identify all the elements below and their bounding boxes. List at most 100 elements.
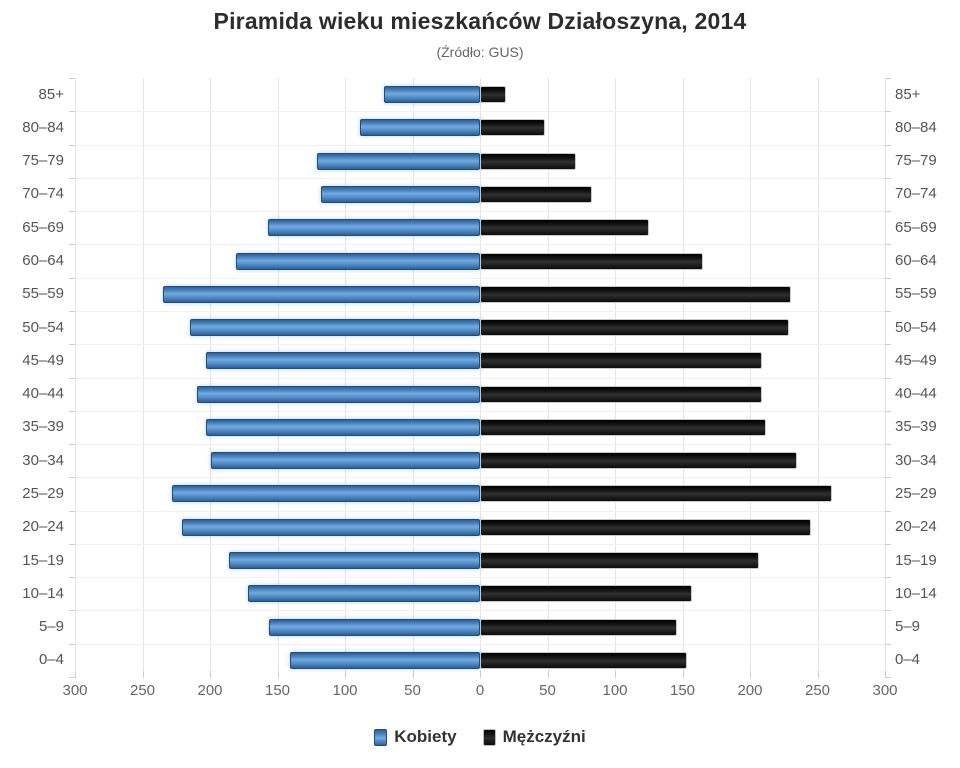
category-label-right: 25–29 xyxy=(895,484,937,502)
row-separator-line xyxy=(75,344,885,346)
category-label-right: 35–39 xyxy=(895,418,937,436)
x-axis-tick xyxy=(750,671,751,678)
left-axis-tick xyxy=(69,144,75,146)
right-axis-tick xyxy=(885,444,891,446)
category-label-left: 5–9 xyxy=(38,618,64,636)
category-label-left: 65–69 xyxy=(22,218,64,236)
bar-kobiety-25-29 xyxy=(172,485,480,503)
category-label-left: 50–54 xyxy=(22,318,64,336)
x-axis-tick xyxy=(682,671,684,678)
category-label-right: 15–19 xyxy=(895,551,937,569)
right-axis-tick xyxy=(885,477,891,479)
bar-m-czy-ni-60-64 xyxy=(480,252,703,270)
x-axis-tick xyxy=(547,671,549,678)
category-label-right: 20–24 xyxy=(895,518,937,536)
row-separator-line xyxy=(75,111,885,113)
legend-swatch-kobiety xyxy=(374,728,388,746)
row-separator-line xyxy=(75,444,885,446)
bar-kobiety-15-19 xyxy=(228,552,480,570)
legend-item-m-czy-ni[interactable]: Mężczyźni xyxy=(482,727,586,747)
x-axis-tick xyxy=(345,671,346,678)
left-axis-tick xyxy=(69,211,75,213)
right-axis-tick xyxy=(885,244,891,246)
bar-m-czy-ni-15-19 xyxy=(480,552,760,570)
category-label-right: 10–14 xyxy=(895,584,937,602)
bar-kobiety-30-34 xyxy=(211,452,480,470)
x-axis-tick xyxy=(142,671,144,678)
category-label-right: 40–44 xyxy=(895,385,937,403)
left-axis-tick xyxy=(69,310,75,312)
x-tick-label: 200 xyxy=(197,682,223,699)
left-axis-tick xyxy=(69,610,75,612)
x-axis-tick xyxy=(817,671,819,678)
right-axis-tick xyxy=(885,610,891,612)
category-label-left: 45–49 xyxy=(22,351,64,369)
category-label-right: 50–54 xyxy=(895,318,937,336)
bar-kobiety-35-39 xyxy=(205,418,480,436)
bar-m-czy-ni-75-79 xyxy=(480,152,576,170)
bar-m-czy-ni-5-9 xyxy=(480,618,678,636)
category-label-left: 0–4 xyxy=(38,651,64,669)
chart-title: Piramida wieku mieszkańców Działoszyna, … xyxy=(213,8,747,34)
row-separator-line xyxy=(75,377,885,379)
bar-kobiety-55-59 xyxy=(162,285,480,303)
category-label-right: 60–64 xyxy=(895,252,937,270)
category-label-left: 25–29 xyxy=(22,484,64,502)
left-axis-tick xyxy=(69,344,75,346)
right-axis-tick xyxy=(885,577,891,579)
x-tick-label: 200 xyxy=(737,682,763,699)
bar-kobiety-40-44 xyxy=(196,385,480,403)
category-label-left: 20–24 xyxy=(22,518,64,536)
legend-swatch-m-czy-ni xyxy=(482,728,496,746)
bar-kobiety-65-69 xyxy=(268,219,480,237)
chart-subtitle: (Źródło: GUS) xyxy=(436,44,524,60)
category-label-left: 40–44 xyxy=(22,385,64,403)
row-separator-line xyxy=(75,211,885,213)
left-axis-tick xyxy=(69,444,75,446)
x-tick-label: 100 xyxy=(332,682,358,699)
bar-m-czy-ni-10-14 xyxy=(480,585,692,603)
category-label-left: 30–34 xyxy=(22,451,64,469)
right-axis-tick xyxy=(885,643,891,645)
left-axis-tick xyxy=(69,477,75,479)
left-axis-tick xyxy=(69,78,75,79)
bar-m-czy-ni-0-4 xyxy=(480,651,687,669)
left-axis-tick xyxy=(69,410,75,412)
x-tick-label: 150 xyxy=(264,682,291,699)
x-tick-label: 150 xyxy=(669,682,696,699)
x-tick-label: 0 xyxy=(475,682,485,699)
bar-m-czy-ni-80-84 xyxy=(480,119,545,137)
category-label-left: 15–19 xyxy=(22,551,64,569)
bar-kobiety-50-54 xyxy=(189,319,480,337)
category-label-right: 70–74 xyxy=(895,185,937,203)
right-axis-tick xyxy=(885,78,891,79)
row-separator-line xyxy=(75,510,885,512)
legend-label: Mężczyźni xyxy=(502,727,586,746)
x-tick-label: 50 xyxy=(539,682,556,699)
x-tick-label: 300 xyxy=(872,682,898,699)
x-axis-tick xyxy=(615,671,616,678)
row-separator-line xyxy=(75,577,885,579)
left-axis-tick xyxy=(69,643,75,645)
x-axis-tick xyxy=(75,671,76,678)
left-axis-tick xyxy=(69,677,75,678)
legend-item-kobiety[interactable]: Kobiety xyxy=(374,727,457,747)
x-axis-tick xyxy=(885,671,886,678)
bar-m-czy-ni-30-34 xyxy=(480,452,798,470)
category-label-left: 70–74 xyxy=(22,185,64,203)
category-label-left: 80–84 xyxy=(22,118,64,136)
category-label-right: 65–69 xyxy=(895,218,937,236)
row-separator-line xyxy=(75,244,885,246)
right-axis-tick xyxy=(885,310,891,312)
x-axis-tick xyxy=(412,671,414,678)
row-separator-line xyxy=(75,477,885,479)
category-label-right: 85+ xyxy=(895,85,921,103)
row-separator-line xyxy=(75,410,885,412)
left-axis-tick xyxy=(69,543,75,545)
x-axis-tick xyxy=(277,671,279,678)
category-label-left: 85+ xyxy=(38,85,64,103)
bar-m-czy-ni-70-74 xyxy=(480,185,593,203)
row-separator-line xyxy=(75,543,885,545)
bar-m-czy-ni-50-54 xyxy=(480,319,790,337)
